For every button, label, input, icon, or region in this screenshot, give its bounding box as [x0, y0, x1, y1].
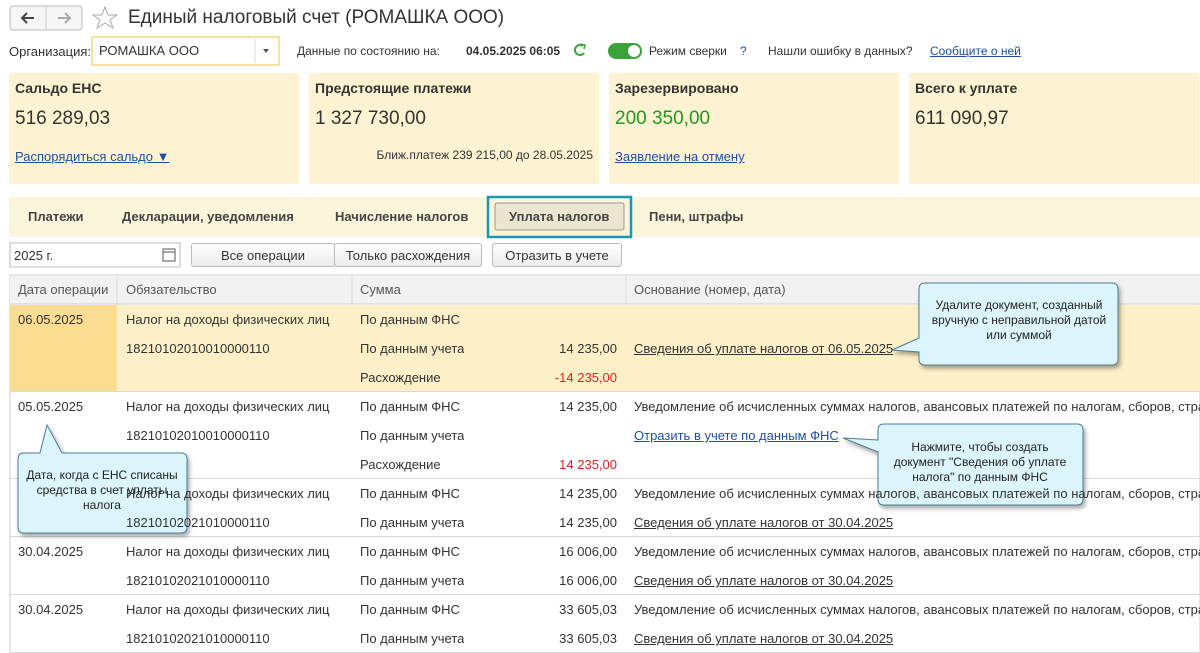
org-value[interactable]: РОМАШКА ООО: [99, 43, 200, 58]
mode-help[interactable]: ?: [740, 44, 747, 58]
filter-button[interactable]: Все операции: [191, 243, 335, 267]
basis: Уведомление об исчисленных суммах налого…: [634, 399, 1200, 414]
callout: Удалите документ, созданный вручную с не…: [931, 298, 1107, 342]
callout: Дата, когда с ЕНС списаны средства в сче…: [26, 468, 178, 512]
amount: 14 235,00: [559, 341, 617, 356]
date: 30.04.2025: [18, 602, 84, 617]
amount: 16 006,00: [559, 573, 617, 588]
date-highlight: [10, 305, 117, 391]
source: По данным ФНС: [360, 544, 460, 559]
basis: Уведомление об исчисленных суммах налого…: [634, 544, 1200, 559]
summary-card: Сальдо ЕНС 516 289,03 Распорядиться сальдо…: [9, 73, 299, 184]
error-link[interactable]: Сообщите о ней: [930, 44, 1021, 58]
amount: 33 605,03: [559, 602, 617, 617]
card-link[interactable]: Заявление на отмену: [615, 149, 745, 164]
column-header: Сумма: [360, 282, 401, 297]
refresh-icon[interactable]: [574, 44, 585, 56]
basis-link[interactable]: Сведения об уплате налогов от 06.05.2025: [634, 341, 894, 356]
reflect-button[interactable]: Отразить в учете: [492, 243, 622, 267]
column-header: Основание (номер, дата): [634, 282, 786, 297]
year-value[interactable]: 2025 г.: [14, 248, 54, 263]
summary-card: Зарезервировано 200 350,00 Заявление на от…: [609, 73, 899, 184]
summary-card: Предстоящие платежи 1 327 730,00 Ближ.плат…: [309, 73, 599, 184]
obligation: Налог на доходы физических лиц: [126, 602, 330, 617]
source: По данным учета: [360, 573, 465, 588]
amount: -14 235,00: [554, 370, 617, 385]
filter-button[interactable]: Только расхождения: [334, 243, 482, 267]
source: По данным учета: [360, 515, 465, 530]
basis: Уведомление об исчисленных суммах налого…: [634, 486, 1200, 501]
tab[interactable]: Пени, штрафы: [649, 209, 744, 224]
amount: 14 235,00: [559, 457, 617, 472]
org-field[interactable]: [91, 36, 280, 66]
obligation: 18210102021010000110: [126, 515, 270, 530]
tab[interactable]: Начисление налогов: [335, 209, 469, 224]
source: По данным ФНС: [360, 602, 460, 617]
error-label: Нашли ошибку в данных?: [768, 44, 913, 58]
basis-link[interactable]: Отразить в учете по данным ФНС: [634, 428, 839, 443]
obligation: Налог на доходы физических лиц: [126, 399, 330, 414]
obligation: 18210102021010000110: [126, 631, 270, 646]
tab[interactable]: Платежи: [28, 209, 84, 224]
card-title: Предстоящие платежи: [315, 80, 472, 96]
callout-shape: [17, 423, 188, 534]
year-field[interactable]: [9, 242, 181, 268]
tab[interactable]: Декларации, уведомления: [122, 209, 294, 224]
source: По данным учета: [360, 341, 465, 356]
page-title: Единый налоговый счет (РОМАШКА ООО): [128, 7, 505, 28]
obligation: Налог на доходы физических лиц: [126, 544, 330, 559]
card-amount: 611 090,97: [915, 108, 1009, 129]
amount: 16 006,00: [559, 544, 617, 559]
amount: 14 235,00: [559, 486, 617, 501]
card-amount: 1 327 730,00: [315, 108, 426, 129]
obligation: 18210102021010000110: [126, 573, 270, 588]
card-amount: 200 350,00: [615, 108, 711, 129]
callout: Нажмите, чтобы создать документ "Сведени…: [893, 440, 1067, 484]
basis-link[interactable]: Сведения об уплате налогов от 30.04.2025: [634, 515, 894, 530]
card-link[interactable]: Распорядиться сальдо ▼: [15, 149, 170, 164]
card-amount: 516 289,03: [15, 108, 111, 129]
org-label: Организация:: [9, 44, 92, 59]
card-title: Всего к уплате: [915, 80, 1018, 96]
basis-link[interactable]: Сведения об уплате налогов от 30.04.2025: [634, 631, 894, 646]
amount: 14 235,00: [559, 399, 617, 414]
active-tab[interactable]: [494, 202, 625, 231]
date: 05.05.2025: [18, 399, 84, 414]
amount: 33 605,03: [559, 631, 617, 646]
card-note: Ближ.платеж 239 215,00 до 28.05.2025: [376, 148, 593, 162]
tab[interactable]: Уплата налогов: [509, 209, 610, 224]
basis: Уведомление об исчисленных суммах налого…: [634, 602, 1200, 617]
callout-shape: [842, 423, 1084, 506]
obligation: 18210102010010000110: [126, 341, 270, 356]
callout-shape: [891, 282, 1119, 366]
amount: 14 235,00: [559, 515, 617, 530]
obligation: Налог на доходы физических лиц: [126, 486, 330, 501]
column-header: Дата операции: [18, 282, 109, 297]
source: По данным ФНС: [360, 399, 460, 414]
state-value: 04.05.2025 06:05: [466, 44, 561, 58]
column-header: Обязательство: [126, 282, 217, 297]
obligation: Налог на доходы физических лиц: [126, 312, 330, 327]
favorite-star[interactable]: [91, 5, 119, 30]
source: По данным учета: [360, 428, 465, 443]
card-title: Сальдо ЕНС: [15, 80, 102, 96]
basis-link[interactable]: Сведения об уплате налогов от 30.04.2025: [634, 573, 894, 588]
source: По данным ФНС: [360, 486, 460, 501]
source: По данным ФНС: [360, 312, 460, 327]
card-title: Зарезервировано: [615, 80, 739, 96]
summary-card: Всего к уплате 611 090,97: [909, 73, 1199, 184]
obligation: 18210102010010000110: [126, 428, 270, 443]
table-frame: [9, 274, 1200, 653]
mode-label: Режим сверки: [649, 44, 727, 58]
source: Расхождение: [360, 370, 441, 385]
source: Расхождение: [360, 457, 441, 472]
active-tab-frame: [486, 195, 633, 239]
date: 06.05.2025: [18, 312, 84, 327]
state-label: Данные по состоянию на:: [297, 44, 440, 58]
date: 30.04.2025: [18, 544, 84, 559]
source: По данным учета: [360, 631, 465, 646]
